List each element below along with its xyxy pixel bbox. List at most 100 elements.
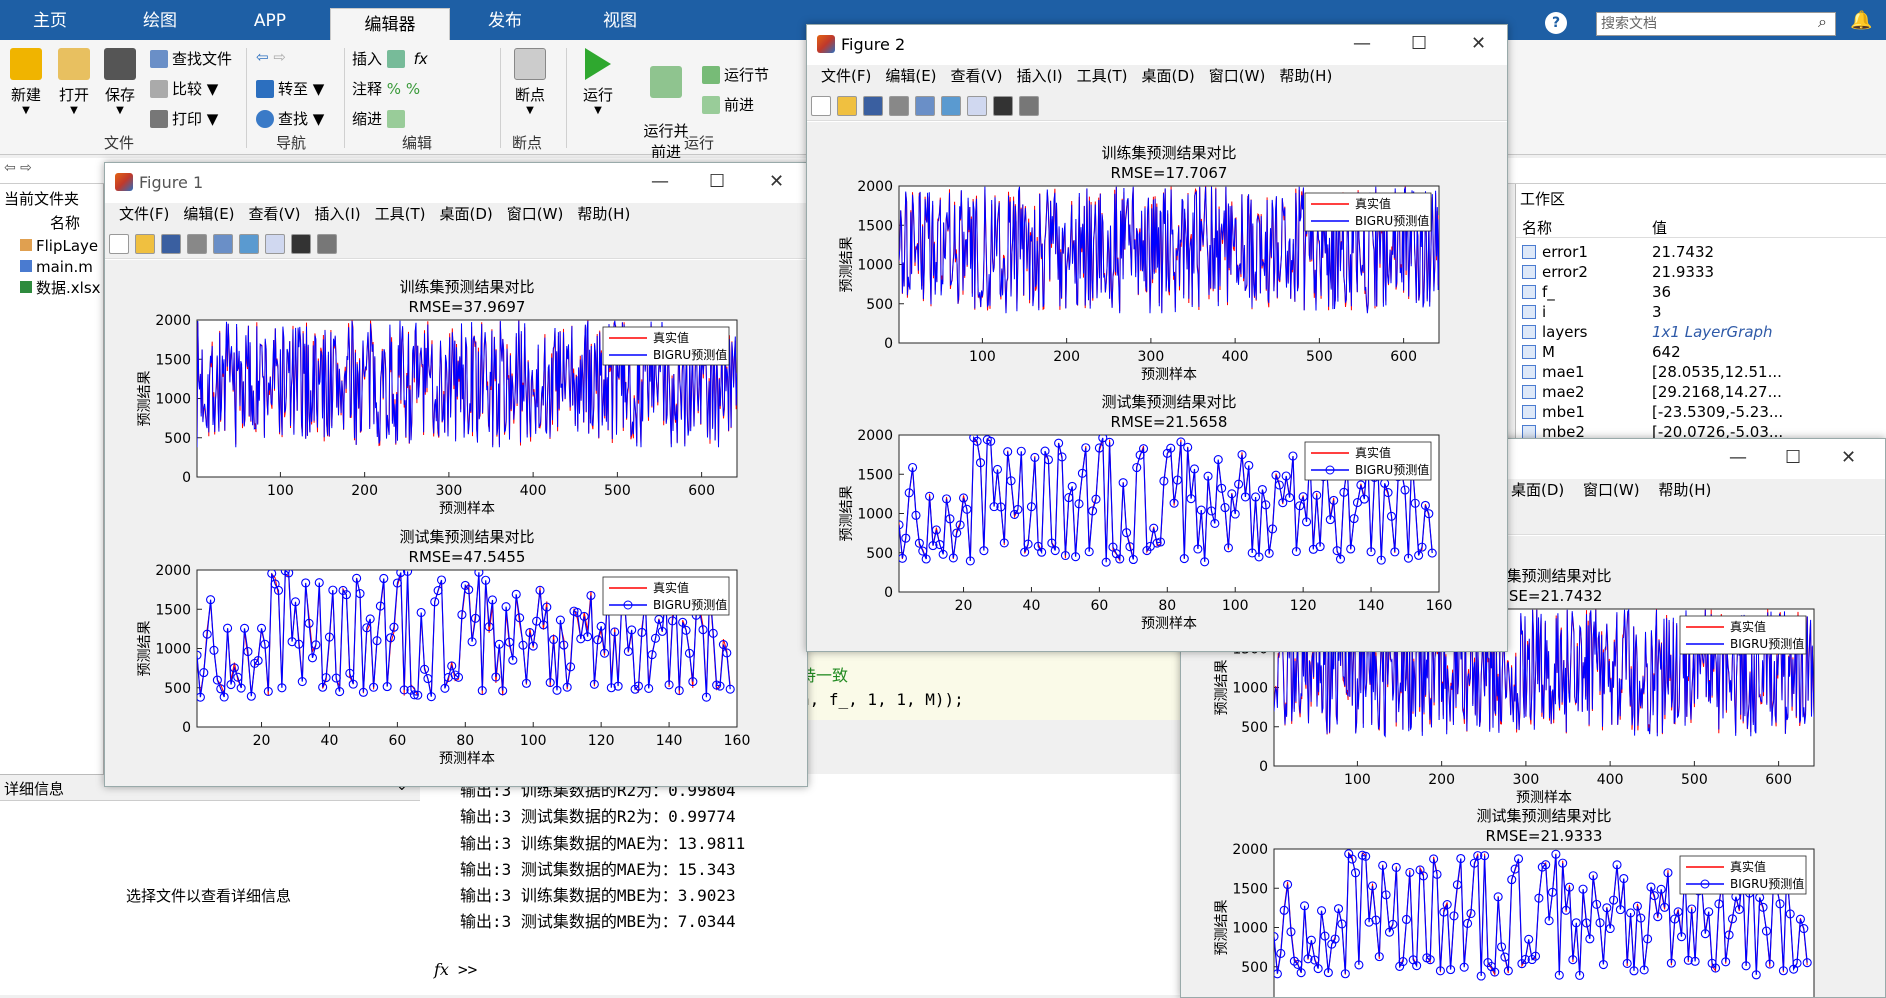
new-figure-icon[interactable] bbox=[109, 234, 129, 254]
editor-code[interactable]: 持一致 n, f_, 1, 1, M)); bbox=[780, 640, 1180, 720]
legend-icon[interactable] bbox=[265, 234, 285, 254]
print-button[interactable]: 打印 ▼ bbox=[150, 108, 218, 129]
indent-button[interactable]: 缩进 bbox=[352, 108, 409, 129]
legend-box[interactable] bbox=[1304, 192, 1432, 232]
maximize-button[interactable]: ☐ bbox=[1785, 447, 1802, 468]
figure-1-window[interactable]: Figure 1 — ☐ ✕ 文件(F) 编辑(E) 查看(V) 插入(I) 工具(T)… bbox=[104, 162, 808, 787]
menu-window[interactable]: 窗口(W) bbox=[1583, 481, 1640, 499]
link-icon[interactable] bbox=[213, 234, 233, 254]
open-icon[interactable] bbox=[837, 96, 857, 116]
command-prompt[interactable]: >> bbox=[458, 960, 478, 979]
command-window[interactable]: 输出:3 训练集数据的R2为：0.99804 输出:3 测试集数据的R2为：0.… bbox=[420, 774, 1180, 995]
workspace-row[interactable]: mae1 [28.0535,12.51... bbox=[1516, 362, 1886, 382]
breakpoints-button[interactable]: 断点 ▼ bbox=[508, 48, 552, 116]
goto-button[interactable]: 转至 ▼ bbox=[256, 78, 324, 99]
workspace-row[interactable]: f_ 36 bbox=[1516, 282, 1886, 302]
search-input[interactable]: 搜索文档 bbox=[1596, 12, 1836, 36]
figure-2-window[interactable]: Figure 2 — ☐ ✕ 文件(F) 编辑(E) 查看(V) 插入(I) 工具(T)… bbox=[806, 24, 1508, 652]
new-button[interactable]: 新建 ▼ bbox=[6, 48, 46, 116]
legend-box[interactable] bbox=[1679, 855, 1807, 895]
pointer-icon[interactable] bbox=[993, 96, 1013, 116]
tab-publish[interactable]: 发布 bbox=[488, 11, 522, 31]
legend-icon[interactable] bbox=[967, 96, 987, 116]
workspace-row[interactable]: error1 21.7432 bbox=[1516, 242, 1886, 262]
new-figure-icon[interactable] bbox=[811, 96, 831, 116]
tab-view[interactable]: 视图 bbox=[603, 11, 637, 31]
run-button[interactable]: 运行 ▼ bbox=[576, 48, 620, 116]
insert-button[interactable]: 插入 fx bbox=[352, 50, 428, 68]
tab-editor[interactable]: 编辑器 bbox=[330, 8, 450, 40]
figure-menu-item[interactable]: 文件(F) bbox=[119, 205, 170, 223]
tab-plots[interactable]: 绘图 bbox=[143, 11, 177, 31]
open-icon[interactable] bbox=[135, 234, 155, 254]
save-icon[interactable] bbox=[161, 234, 181, 254]
column-name-header[interactable]: 名称 bbox=[50, 214, 81, 232]
find-button[interactable]: 查找 ▼ bbox=[256, 108, 324, 129]
figure-1-titlebar[interactable]: Figure 1 — ☐ ✕ bbox=[105, 163, 807, 203]
bell-icon[interactable]: 🔔 bbox=[1850, 10, 1873, 31]
figure-menu-item[interactable]: 桌面(D) bbox=[1141, 67, 1195, 85]
figure-menu-item[interactable]: 帮助(H) bbox=[1279, 67, 1333, 85]
close-button[interactable]: ✕ bbox=[769, 171, 785, 192]
figure-menu-item[interactable]: 帮助(H) bbox=[577, 205, 631, 223]
comment-button[interactable]: 注释 % % bbox=[352, 80, 421, 98]
print-icon[interactable] bbox=[187, 234, 207, 254]
help-icon[interactable]: ? bbox=[1545, 12, 1567, 34]
pointer-icon[interactable] bbox=[291, 234, 311, 254]
nav-arrows[interactable]: ⇦ ⇨ bbox=[4, 160, 32, 176]
legend-box[interactable] bbox=[602, 576, 730, 616]
figure-menu-item[interactable]: 查看(V) bbox=[248, 205, 301, 223]
file-item[interactable]: 数据.xlsx bbox=[20, 278, 101, 299]
workspace-row[interactable]: M 642 bbox=[1516, 342, 1886, 362]
minimize-button[interactable]: — bbox=[651, 171, 669, 192]
link-icon[interactable] bbox=[915, 96, 935, 116]
maximize-button[interactable]: ☐ bbox=[709, 171, 726, 192]
property-icon[interactable] bbox=[1019, 96, 1039, 116]
find-files-button[interactable]: 查找文件 bbox=[150, 48, 232, 69]
file-item[interactable]: FlipLaye bbox=[20, 236, 101, 257]
figure-menu-item[interactable]: 插入(I) bbox=[314, 205, 361, 223]
compare-button[interactable]: 比较 ▼ bbox=[150, 78, 218, 99]
figure-menu-item[interactable]: 编辑(E) bbox=[885, 67, 937, 85]
advance-button[interactable]: 前进 bbox=[702, 94, 754, 115]
minimize-button[interactable]: — bbox=[1729, 447, 1747, 468]
tab-apps[interactable]: APP bbox=[253, 11, 287, 31]
run-advance-button[interactable]: 运行并 前进 bbox=[638, 48, 694, 162]
workspace-row[interactable]: mbe2 [-20.0726,-5.03... bbox=[1516, 422, 1886, 442]
figure-menu-item[interactable]: 窗口(W) bbox=[506, 205, 564, 223]
workspace-row[interactable]: mae2 [29.2168,14.27... bbox=[1516, 382, 1886, 402]
column-name-header[interactable]: 名称 bbox=[1522, 219, 1553, 237]
figure-menu-item[interactable]: 查看(V) bbox=[950, 67, 1003, 85]
figure-menu-item[interactable]: 工具(T) bbox=[374, 205, 426, 223]
run-section-button[interactable]: 运行节 bbox=[702, 64, 769, 85]
legend-box[interactable] bbox=[1679, 615, 1807, 655]
file-item[interactable]: main.m bbox=[20, 257, 101, 278]
figure-menu-item[interactable]: 编辑(E) bbox=[183, 205, 235, 223]
legend-box[interactable] bbox=[1304, 441, 1432, 481]
figure-menu-item[interactable]: 插入(I) bbox=[1016, 67, 1063, 85]
figure-menu-item[interactable]: 文件(F) bbox=[821, 67, 872, 85]
save-icon[interactable] bbox=[863, 96, 883, 116]
close-button[interactable]: ✕ bbox=[1471, 33, 1487, 54]
close-button[interactable]: ✕ bbox=[1841, 447, 1857, 468]
colorbar-icon[interactable] bbox=[941, 96, 961, 116]
search-icon[interactable]: ⌕ bbox=[1818, 12, 1827, 31]
print-icon[interactable] bbox=[889, 96, 909, 116]
maximize-button[interactable]: ☐ bbox=[1411, 33, 1428, 54]
tab-home[interactable]: 主页 bbox=[33, 11, 67, 31]
save-button[interactable]: 保存 ▼ bbox=[100, 48, 140, 116]
figure-menu-item[interactable]: 桌面(D) bbox=[439, 205, 493, 223]
workspace-row[interactable]: mbe1 [-23.5309,-5.23... bbox=[1516, 402, 1886, 422]
menu-desktop[interactable]: 桌面(D) bbox=[1511, 481, 1565, 499]
colorbar-icon[interactable] bbox=[239, 234, 259, 254]
workspace-row[interactable]: layers 1x1 LayerGraph bbox=[1516, 322, 1886, 342]
figure-2-titlebar[interactable]: Figure 2 — ☐ ✕ bbox=[807, 25, 1507, 65]
column-value-header[interactable]: 值 bbox=[1652, 219, 1668, 237]
back-arrows[interactable]: ⇦ ⇨ bbox=[256, 48, 286, 66]
figure-menu-item[interactable]: 窗口(W) bbox=[1208, 67, 1266, 85]
menu-help[interactable]: 帮助(H) bbox=[1658, 481, 1712, 499]
open-button[interactable]: 打开 ▼ bbox=[54, 48, 94, 116]
property-icon[interactable] bbox=[317, 234, 337, 254]
minimize-button[interactable]: — bbox=[1353, 33, 1371, 54]
